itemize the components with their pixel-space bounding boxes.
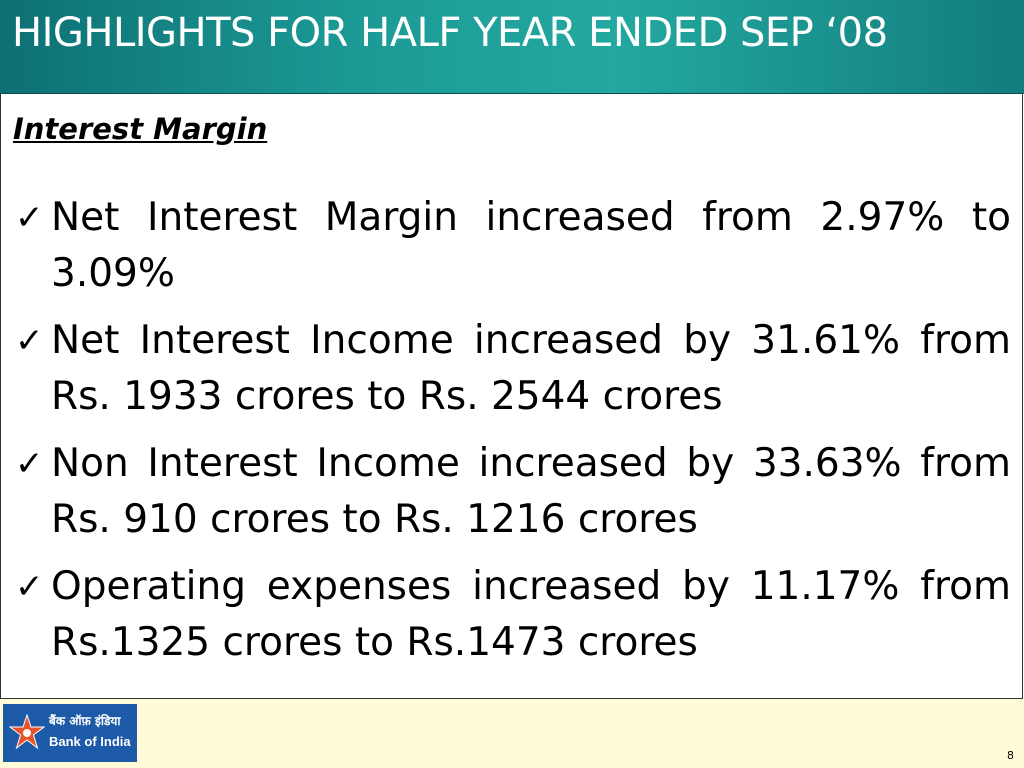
bullet-item: ✓ Non Interest Income increased by 33.63… [15,436,1011,548]
content-frame: Interest Margin ✓ Net Interest Margin in… [0,94,1023,699]
checkmark-icon: ✓ [15,567,44,607]
bullet-text: Net Interest Income increased by 31.61% … [51,318,1011,419]
star-logo-icon [9,714,45,750]
bullet-list: ✓ Net Interest Margin increased from 2.9… [15,190,1011,682]
checkmark-icon: ✓ [15,321,44,361]
logo-hindi-text: बैंक ऑफ़ इंडिया [49,714,121,728]
footer: बैंक ऑफ़ इंडिया Bank of India 8 [0,699,1024,768]
title-bar: HIGHLIGHTS FOR HALF YEAR ENDED SEP ‘08 [0,0,1024,94]
slide-title: HIGHLIGHTS FOR HALF YEAR ENDED SEP ‘08 [12,10,888,56]
bullet-item: ✓ Net Interest Margin increased from 2.9… [15,190,1011,302]
bullet-item: ✓ Net Interest Income increased by 31.61… [15,313,1011,425]
bank-logo: बैंक ऑफ़ इंडिया Bank of India [3,704,137,762]
bullet-text: Non Interest Income increased by 33.63% … [51,441,1011,542]
bullet-text: Operating expenses increased by 11.17% f… [51,564,1011,665]
bullet-item: ✓ Operating expenses increased by 11.17%… [15,559,1011,671]
page-number: 8 [1007,749,1014,762]
checkmark-icon: ✓ [15,198,44,238]
checkmark-icon: ✓ [15,444,44,484]
logo-text: Bank of India [49,734,131,749]
bullet-text: Net Interest Margin increased from 2.97%… [51,195,1011,296]
section-heading: Interest Margin [13,112,268,146]
